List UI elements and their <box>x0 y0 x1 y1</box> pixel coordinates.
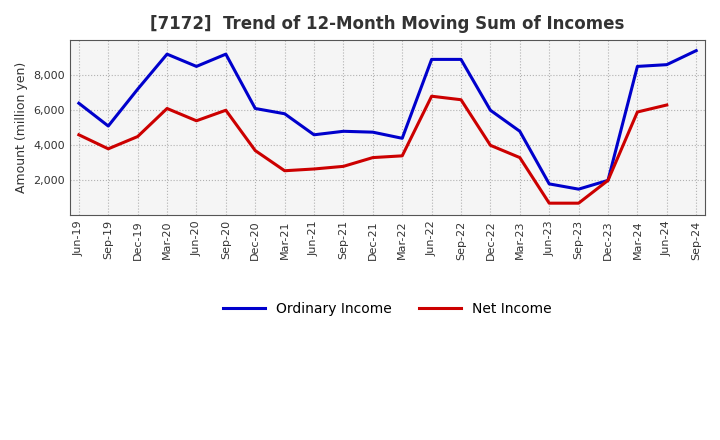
Net Income <box>104 146 112 151</box>
Ordinary Income <box>398 136 407 141</box>
Ordinary Income <box>369 129 377 135</box>
Net Income <box>133 134 142 139</box>
Ordinary Income <box>575 187 583 192</box>
Ordinary Income <box>133 87 142 92</box>
Ordinary Income <box>222 51 230 57</box>
Net Income <box>456 97 465 103</box>
Net Income <box>251 148 259 153</box>
Ordinary Income <box>545 181 554 187</box>
Net Income <box>222 108 230 113</box>
Ordinary Income <box>104 123 112 128</box>
Net Income <box>427 94 436 99</box>
Ordinary Income <box>163 51 171 57</box>
Ordinary Income <box>251 106 259 111</box>
Net Income <box>192 118 201 123</box>
Ordinary Income <box>662 62 671 67</box>
Ordinary Income <box>280 111 289 117</box>
Net Income <box>575 201 583 206</box>
Ordinary Income <box>310 132 318 137</box>
Net Income <box>280 168 289 173</box>
Line: Net Income: Net Income <box>79 96 667 203</box>
Net Income <box>163 106 171 111</box>
Net Income <box>310 166 318 172</box>
Ordinary Income <box>603 178 612 183</box>
Ordinary Income <box>692 48 701 53</box>
Ordinary Income <box>516 128 524 134</box>
Net Income <box>339 164 348 169</box>
Net Income <box>662 103 671 108</box>
Net Income <box>516 155 524 160</box>
Net Income <box>633 110 642 115</box>
Net Income <box>398 153 407 158</box>
Line: Ordinary Income: Ordinary Income <box>79 51 696 189</box>
Legend: Ordinary Income, Net Income: Ordinary Income, Net Income <box>217 296 557 321</box>
Net Income <box>545 201 554 206</box>
Net Income <box>75 132 84 137</box>
Title: [7172]  Trend of 12-Month Moving Sum of Incomes: [7172] Trend of 12-Month Moving Sum of I… <box>150 15 625 33</box>
Net Income <box>486 143 495 148</box>
Net Income <box>369 155 377 160</box>
Ordinary Income <box>427 57 436 62</box>
Net Income <box>603 178 612 183</box>
Ordinary Income <box>456 57 465 62</box>
Y-axis label: Amount (million yen): Amount (million yen) <box>15 62 28 194</box>
Ordinary Income <box>633 64 642 69</box>
Ordinary Income <box>339 128 348 134</box>
Ordinary Income <box>192 64 201 69</box>
Ordinary Income <box>75 101 84 106</box>
Ordinary Income <box>486 108 495 113</box>
